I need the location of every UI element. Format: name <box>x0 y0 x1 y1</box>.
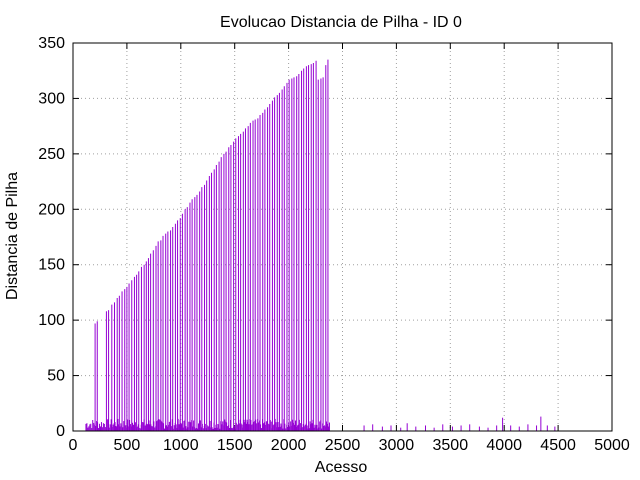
x-tick-label: 3500 <box>433 437 469 454</box>
y-tick-label: 50 <box>47 368 65 385</box>
x-tick-label: 3000 <box>379 437 415 454</box>
x-axis-title: Acesso <box>315 459 368 476</box>
y-tick-label: 150 <box>38 257 65 274</box>
x-tick-label: 4000 <box>486 437 522 454</box>
x-tick-label: 2000 <box>271 437 307 454</box>
y-axis-title: Distancia de Pilha <box>4 172 21 300</box>
y-tick-label: 100 <box>38 312 65 329</box>
y-tick-label: 350 <box>38 35 65 52</box>
x-tick-label: 500 <box>114 437 141 454</box>
tick-labels: 0 500 1000 1500 2000 2500 3000 3500 4000 4500 5000… <box>38 35 630 454</box>
x-tick-label: 1000 <box>163 437 199 454</box>
chart-title: Evolucao Distancia de Pilha - ID 0 <box>220 14 462 31</box>
y-tick-label: 200 <box>38 201 65 218</box>
x-tick-label: 2500 <box>325 437 361 454</box>
grid-lines <box>73 43 612 431</box>
axis-ticks <box>72 42 613 432</box>
x-tick-label: 5000 <box>594 437 630 454</box>
y-tick-label: 300 <box>38 90 65 107</box>
y-tick-label: 250 <box>38 146 65 163</box>
plot-border <box>72 42 613 432</box>
x-tick-label: 1500 <box>217 437 253 454</box>
x-tick-label: 0 <box>69 437 78 454</box>
x-tick-label: 4500 <box>540 437 576 454</box>
stack-distance-series <box>85 59 556 431</box>
y-tick-label: 0 <box>56 423 65 440</box>
